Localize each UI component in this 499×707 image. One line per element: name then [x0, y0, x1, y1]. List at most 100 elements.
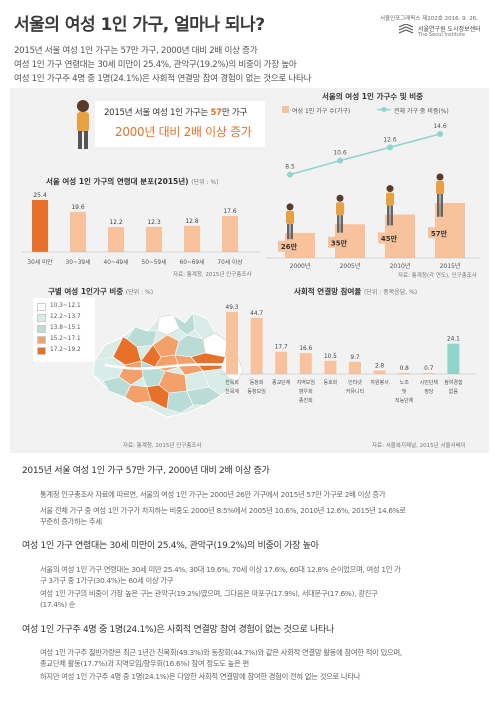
social-value: 17.7: [275, 345, 288, 351]
map-legend-label: 17.2~19.2: [50, 347, 81, 353]
household-label-bg: [328, 236, 350, 248]
map-legend-label: 12.2~13.7: [50, 314, 81, 320]
age-label: 50~59세: [142, 258, 167, 266]
social-label: 지역모임: [297, 379, 315, 386]
article-paragraph-line: 서울의 여성 1인 가구 연령대는 30세 미만 25.4%, 30대 19.6…: [40, 565, 401, 574]
trend-legend-line-swatch: [377, 107, 391, 112]
trend-x-label: 2005년: [340, 262, 361, 270]
woman-figure-icon: [336, 202, 344, 216]
org-name-en: The Seoul Institute: [418, 32, 466, 38]
map-legend-label: 15.2~17.1: [50, 336, 81, 342]
article-paragraph-line: 통계청 인구총조사 자료에 따르면, 서울의 여성 1인 가구는 2000년 2…: [40, 490, 386, 499]
trend-x-label: 2015년: [440, 262, 461, 270]
page-title: 서울의 여성 1인 가구, 얼마나 되나?: [14, 15, 265, 35]
trend-x-label: 2000년: [290, 262, 311, 270]
map-legend-swatch: [37, 325, 46, 333]
social-value: 10.5: [324, 354, 337, 360]
article-heading: 2015년 서울 여성 1인 가구 57만 가구, 2000년 대비 2배 이상…: [22, 466, 270, 476]
social-value: 16.6: [299, 346, 312, 352]
subtitle-1: 2015년 서울 여성 1인 가구는 57만 가구, 2000년 대비 2배 이…: [14, 46, 258, 56]
age-label: 30~39세: [66, 258, 91, 266]
subtitle-2: 여성 1인 가구 연령대는 30세 미만이 25.4%, 관악구(19.2%)의…: [14, 60, 297, 70]
age-chart: 25.4 30세 미만 19.6 30~39세 12.2 40~49세 12.3 50~59세…: [22, 192, 260, 266]
age-value: 17.6: [223, 208, 237, 215]
share-label: 10.6: [333, 150, 347, 157]
social-bar: [226, 312, 238, 374]
share-point: [337, 157, 343, 164]
age-label: 70세 이상: [217, 258, 243, 266]
article-paragraph-line: 꾸준히 증가하는 추세: [40, 516, 102, 526]
share-label: 12.6: [383, 136, 397, 143]
issue-info: 서울인포그래픽스 제202호 2016. 9. 26.: [380, 16, 478, 22]
social-chart-source: 자료: 서울복지패널, 2015년 서울서베이: [372, 443, 466, 449]
article-heading: 여성 1인 가구주 4명 중 1명(24.1%)은 사회적 연결망 참여 경험이…: [22, 625, 334, 635]
article-paragraph-line: 여성 1인 가구의 비중이 가장 높은 구는 관악구(19.2%)였으며, 그다…: [40, 589, 378, 598]
trend-legend-bar-swatch: [282, 106, 289, 113]
age-value: 12.8: [185, 218, 199, 225]
article-paragraph-line: 종교단체 활동(17.7%)과 지역모임/향우회(16.6%) 참여 정도도 높…: [40, 658, 249, 668]
age-bar: [32, 200, 48, 252]
social-bar: [324, 360, 337, 374]
social-label: 동호회: [323, 379, 337, 386]
woman-figure-icon: [336, 194, 344, 202]
woman-figure-icon: [440, 194, 443, 217]
social-bar: [250, 317, 263, 374]
map-legend-label: 10.3~12.1: [50, 303, 81, 309]
map-legend-swatch: [37, 303, 46, 311]
social-label: 노조: [400, 380, 410, 386]
social-bar: [398, 372, 411, 374]
subtitle-3: 여성 1인 가구주 4명 중 1명(24.1%)은 사회적 연결망 참여 경험이…: [14, 74, 312, 84]
social-bar: [299, 353, 312, 374]
social-label: 친목회: [225, 379, 239, 386]
woman-figure-icon: [436, 181, 444, 194]
woman-figure-icon: [337, 215, 340, 233]
social-label: 정당: [424, 388, 434, 395]
age-bar: [222, 215, 238, 252]
map-legend-label: 13.8~15.1: [50, 325, 81, 331]
article-paragraph-line: (17.4%) 순: [40, 599, 76, 609]
map-legend-swatch: [37, 347, 46, 355]
age-bar: [70, 211, 86, 252]
map-legend-swatch: [37, 336, 46, 344]
social-label: 직능단체: [395, 397, 414, 404]
trend-x-label: 2010년: [390, 262, 411, 270]
age-chart-source: 자료: 통계청, 2015년 인구총조사: [173, 272, 252, 278]
share-point: [287, 171, 293, 178]
social-bar: [373, 370, 386, 374]
social-bar: [275, 351, 288, 374]
age-value: 25.4: [33, 192, 47, 199]
share-point: [387, 144, 393, 151]
household-label: 57만: [431, 229, 448, 238]
age-value: 12.3: [147, 219, 161, 226]
share-point: [437, 131, 443, 137]
trend-chart: 8.5 10.6 12.6 14.6 26만 2000년 35만 2005년 45만 2010년 5…: [266, 123, 480, 270]
social-label: 커뮤니티: [346, 388, 364, 395]
article-paragraph-line: 하지만 여성 1인 가구주 4명 중 1명(24.1%)은 다양한 사회적 연결…: [40, 672, 361, 681]
trend-legend-bar: 여성 1인 가구 수(가구): [292, 108, 351, 115]
age-bar: [146, 226, 162, 252]
age-bar: [108, 227, 124, 252]
trend-chart-source: 자료: 통계청(각 연도), 인구총조사: [398, 273, 477, 279]
age-value: 19.6: [71, 204, 85, 211]
woman-figure-icon: [286, 210, 294, 224]
social-value: 2.8: [375, 363, 385, 369]
woman-figure-icon: [386, 185, 394, 193]
social-label: 시민단체: [420, 379, 439, 386]
age-chart-title: 서울 여성 1인 가구의 연령대 분포(2015년) (단위 : %): [46, 177, 219, 186]
social-label: 향우회: [299, 388, 313, 395]
map-legend-swatch: [37, 314, 46, 322]
trend-chart-title: 서울의 여성 1인 가구수 및 비중: [322, 92, 424, 101]
org-name: 서울연구원 도시정보센터: [418, 26, 481, 33]
woman-figure-icon: [290, 223, 293, 240]
banner-line-1: 2015년 서울 여성 1인 가구는 57만 가구: [104, 108, 248, 118]
woman-figure-icon: [436, 173, 444, 181]
institute-logo-icon: [398, 24, 414, 34]
social-label: 없음: [449, 388, 459, 395]
share-label: 8.5: [285, 164, 295, 171]
social-label: 동창모임: [247, 388, 265, 395]
social-value: 24.1: [447, 337, 460, 343]
article-paragraph-line: 서울 전체 가구 중 여성 1인 가구가 차지하는 비중도 2000년 8.5%…: [40, 506, 406, 515]
age-value: 12.2: [109, 219, 123, 226]
share-line: [289, 133, 441, 176]
